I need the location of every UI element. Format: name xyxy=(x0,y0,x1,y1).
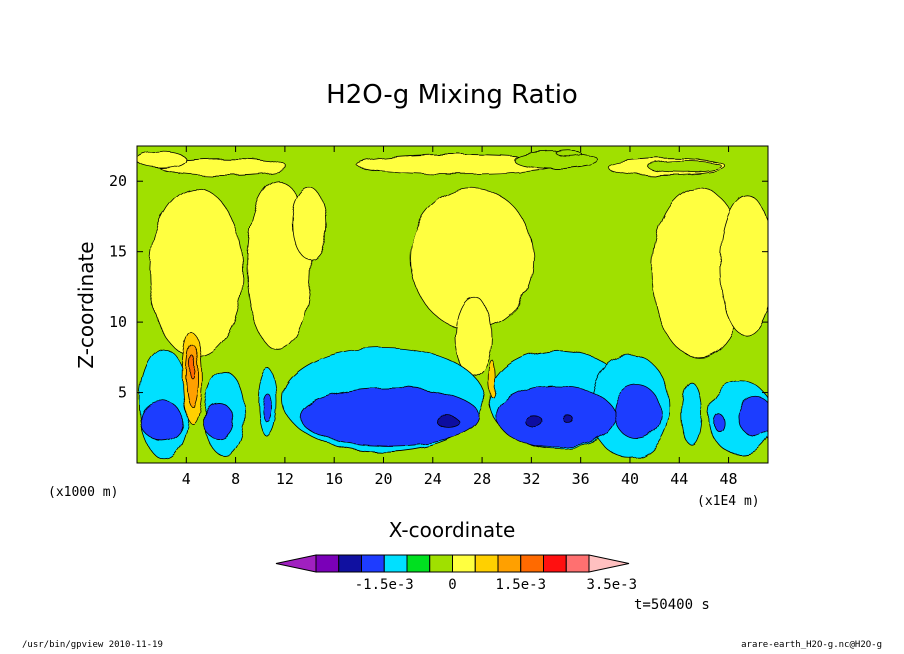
contour-region-green xyxy=(648,161,723,174)
colorbar-swatch xyxy=(543,554,567,573)
contour-region-dry xyxy=(291,187,328,260)
contour-region xyxy=(524,415,543,428)
y-tick-label: 15 xyxy=(109,243,127,261)
x-tick-label: 4 xyxy=(182,470,191,488)
contour-region xyxy=(563,415,574,424)
y-tick-label: 5 xyxy=(118,384,127,402)
colorbar-label: -1.5e-3 xyxy=(355,577,414,593)
contour-region xyxy=(738,396,768,437)
colorbar-swatch xyxy=(497,554,522,573)
contour-region xyxy=(140,400,183,441)
colorbar-swatch xyxy=(406,554,431,573)
colorbar-swatch xyxy=(383,554,408,573)
contour-region-moist xyxy=(189,355,196,379)
contour-region-dry xyxy=(137,151,187,169)
x-tick-label: 28 xyxy=(473,470,491,488)
chart-title: H2O-g Mixing Ratio xyxy=(326,80,578,110)
contour-region-dry xyxy=(719,194,768,337)
colorbar-swatch xyxy=(474,554,499,573)
colorbar-high-triangle xyxy=(588,554,630,573)
plot-frame xyxy=(136,145,769,464)
footer-source: arare-earth_H2O-g.nc@H2O-g xyxy=(741,640,882,650)
x-tick-label: 44 xyxy=(670,470,688,488)
x-tick-label: 16 xyxy=(325,470,343,488)
colorbar-swatch xyxy=(565,554,590,573)
y-tick-label: 10 xyxy=(109,313,127,331)
contour-region-moist xyxy=(487,359,497,398)
contour-region xyxy=(262,393,273,423)
colorbar-swatch xyxy=(361,554,385,573)
colorbar-swatch xyxy=(338,554,362,573)
contour-region-green xyxy=(555,149,582,157)
colorbar-swatch xyxy=(452,554,476,573)
colorbar: -1.5e-3 0 1.5e-3 3.5e-3 xyxy=(275,554,637,593)
contour-region-green xyxy=(513,151,599,169)
colorbar-label: 0 xyxy=(448,577,456,593)
x-tick-label: 40 xyxy=(621,470,639,488)
contour-field xyxy=(137,149,768,460)
time-label: t=50400 s xyxy=(634,597,710,613)
contour-region xyxy=(496,385,616,448)
colorbar-label: 3.5e-3 xyxy=(586,577,637,593)
contour-region xyxy=(713,413,725,431)
contour-region xyxy=(203,402,234,440)
contour-region xyxy=(299,386,481,447)
plot-area xyxy=(137,146,768,463)
y-axis: 5 10 15 20 xyxy=(109,172,768,402)
contour-region-dry xyxy=(454,296,493,377)
x-axis-title: X-coordinate xyxy=(389,518,516,542)
x-unit-label: (x1000 m) xyxy=(48,485,118,500)
x-tick-label: 24 xyxy=(424,470,442,488)
x-axis: 4 8 12 16 20 24 28 32 36 40 44 48 xyxy=(182,146,738,488)
contour-region-dry xyxy=(148,187,244,358)
x-tick-label: 32 xyxy=(522,470,540,488)
colorbar-low-triangle xyxy=(275,554,317,573)
contour-region xyxy=(436,416,460,427)
x-tick-label: 20 xyxy=(374,470,392,488)
colorbar-swatch xyxy=(315,554,340,573)
colorbar-label: 1.5e-3 xyxy=(495,577,546,593)
footer-command: /usr/bin/gpview 2010-11-19 xyxy=(22,640,163,650)
contour-region xyxy=(613,385,662,440)
x-tick-label: 8 xyxy=(231,470,240,488)
y-axis-title: Z-coordinate xyxy=(74,241,98,368)
contour-region xyxy=(681,382,702,446)
y-tick-label: 20 xyxy=(109,172,127,190)
x-tick-label: 12 xyxy=(276,470,294,488)
x-tick-label: 48 xyxy=(720,470,738,488)
colorbar-swatch xyxy=(520,554,544,573)
x-tick-label: 36 xyxy=(572,470,590,488)
colorbar-swatch xyxy=(429,554,453,573)
x-scale-label: (x1E4 m) xyxy=(697,494,760,509)
